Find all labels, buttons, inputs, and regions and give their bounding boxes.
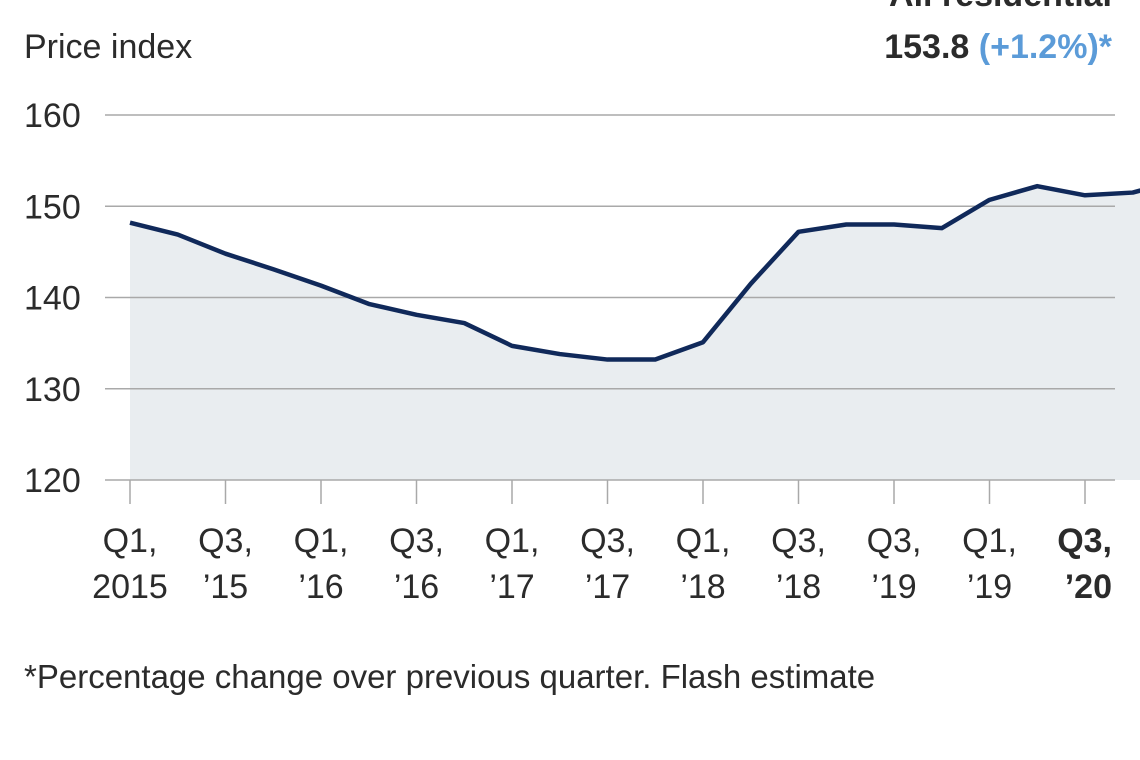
x-tick-label-line: Q1, bbox=[294, 522, 349, 560]
y-axis-label: Price index bbox=[24, 28, 192, 66]
annotation-change: (+1.2%)* bbox=[979, 28, 1113, 66]
x-tick-label-line: ’17 bbox=[489, 568, 534, 606]
x-tick-label-line: Q1, bbox=[962, 522, 1017, 560]
x-tick-label-line: ’19 bbox=[871, 568, 916, 606]
area bbox=[130, 186, 1140, 480]
y-tick-label: 120 bbox=[24, 462, 81, 500]
x-tick-label-line: Q1, bbox=[676, 522, 731, 560]
x-tick-label: Q3, ’17 bbox=[580, 522, 635, 606]
x-tick-label-line: ’17 bbox=[585, 568, 630, 606]
x-tick-label: Q3, ’20 bbox=[1057, 522, 1112, 606]
footnote: *Percentage change over previous quarter… bbox=[24, 658, 875, 695]
x-tick-label-line: Q1, bbox=[485, 522, 540, 560]
x-tick-label: Q1, ’16 bbox=[294, 522, 349, 606]
x-tick-label-line: Q3, bbox=[580, 522, 635, 560]
annotation-title: All residential bbox=[889, 0, 1112, 14]
x-tick-label-line: Q3, bbox=[867, 522, 922, 560]
y-tick-label: 150 bbox=[24, 188, 81, 226]
x-tick-label-line: Q3, bbox=[389, 522, 444, 560]
x-tick-label: Q3, ’18 bbox=[771, 522, 826, 606]
x-tick-label-line: Q3, bbox=[198, 522, 253, 560]
x-tick-label-line: 2015 bbox=[92, 568, 168, 606]
x-tick-label-line: Q3, bbox=[771, 522, 826, 560]
x-tick-label-line: ’16 bbox=[298, 568, 343, 606]
x-tick-label-line: ’16 bbox=[394, 568, 439, 606]
x-tick-label-line: Q1, bbox=[103, 522, 158, 560]
x-tick-label-line: ’20 bbox=[1065, 568, 1112, 606]
x-tick-label: Q3, ’16 bbox=[389, 522, 444, 606]
y-tick-label: 130 bbox=[24, 371, 81, 409]
annotation-text: 153.8 (+1.2%)* bbox=[884, 28, 1113, 66]
x-tick-label: Q3, ’15 bbox=[198, 522, 253, 606]
x-tick-label-line: ’18 bbox=[776, 568, 821, 606]
x-tick-label-line: ’19 bbox=[967, 568, 1012, 606]
x-tick-label: Q1, ’19 bbox=[962, 522, 1017, 606]
x-tick-label: Q1, 2015 bbox=[92, 522, 168, 606]
x-tick-label: Q1, ’17 bbox=[485, 522, 540, 606]
y-tick-label: 140 bbox=[24, 280, 81, 318]
y-tick-label: 160 bbox=[24, 97, 81, 135]
x-tick-label-line: Q3, bbox=[1057, 522, 1112, 560]
x-tick-label-line: ’15 bbox=[203, 568, 248, 606]
x-tick-label: Q3, ’19 bbox=[867, 522, 922, 606]
annotation-value: 153.8 bbox=[884, 28, 969, 66]
x-tick-label-line: ’18 bbox=[680, 568, 725, 606]
line bbox=[129, 183, 1140, 362]
x-tick-label: Q1, ’18 bbox=[676, 522, 731, 606]
